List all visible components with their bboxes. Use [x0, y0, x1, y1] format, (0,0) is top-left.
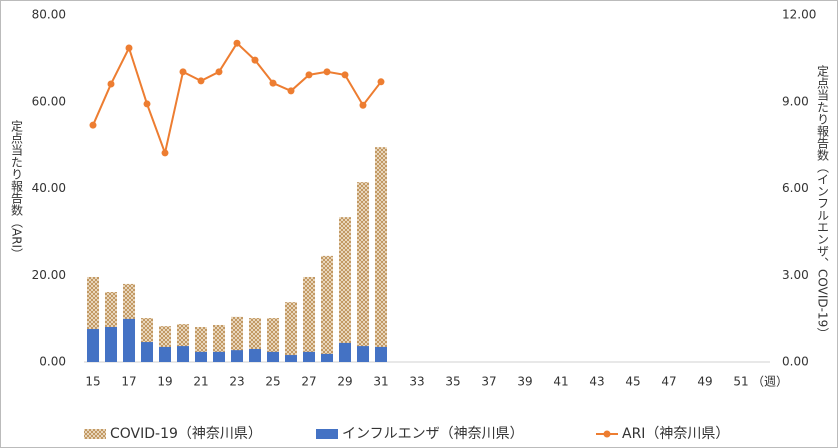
- y2-tick-label: 0.00: [782, 355, 809, 369]
- bar: [285, 355, 297, 362]
- legend-swatch: [84, 429, 106, 439]
- bar: [231, 350, 243, 362]
- bar: [321, 353, 333, 362]
- x-tick-label: 47: [661, 375, 676, 389]
- bar: [357, 346, 369, 362]
- point: [305, 71, 313, 79]
- y2-axis-label: 定点当たり報告数（インフルエンザ、COVID-19）: [816, 64, 830, 340]
- point: [89, 121, 97, 129]
- x-tick-label: 39: [517, 375, 532, 389]
- y-tick-label: 80.00: [32, 8, 66, 22]
- point: [233, 39, 241, 47]
- bar: [375, 346, 387, 362]
- bar: [303, 276, 315, 362]
- x-tick-label: 25: [265, 375, 280, 389]
- bar: [249, 348, 261, 362]
- y-tick-label: 60.00: [32, 94, 66, 108]
- point: [287, 87, 295, 95]
- point: [251, 56, 259, 64]
- point: [125, 44, 133, 52]
- legend-label: インフルエンザ（神奈川県）: [342, 426, 524, 442]
- legend-label: COVID-19（神奈川県）: [110, 426, 262, 442]
- y2-tick-label: 6.00: [782, 181, 809, 195]
- y-axis-label: 定点当たり報告数（ARI）: [10, 119, 24, 261]
- legend-swatch: [603, 430, 611, 438]
- bar: [321, 255, 333, 362]
- y2-tick-label: 9.00: [782, 94, 809, 108]
- bar: [339, 217, 351, 362]
- x-tick-label: 45: [625, 375, 640, 389]
- bar: [339, 342, 351, 362]
- point: [107, 80, 115, 88]
- bar: [213, 351, 225, 362]
- point: [323, 68, 331, 76]
- x-tick-label: 21: [193, 375, 208, 389]
- y-tick-label: 20.00: [32, 268, 66, 282]
- x-tick-label: 51: [733, 375, 748, 389]
- legend-label: ARI（神奈川県）: [622, 426, 729, 442]
- y-tick-label: 0.00: [39, 355, 66, 369]
- x-tick-label: 37: [481, 375, 496, 389]
- point: [179, 68, 187, 76]
- point: [359, 101, 367, 109]
- bar: [375, 147, 387, 362]
- x-tick-label: 43: [589, 375, 604, 389]
- y2-tick-label: 12.00: [782, 8, 816, 22]
- point: [341, 71, 349, 79]
- bar: [141, 342, 153, 362]
- point: [215, 68, 223, 76]
- bar: [285, 302, 297, 362]
- x-tick-label: 33: [409, 375, 424, 389]
- x-tick-label: 19: [157, 375, 172, 389]
- bar: [159, 346, 171, 362]
- bar: [357, 182, 369, 362]
- x-tick-label: 15: [85, 375, 100, 389]
- bar: [195, 351, 207, 362]
- x-tick-label: 31: [373, 375, 388, 389]
- x-axis-label: （週）: [752, 375, 788, 389]
- x-tick-label: 29: [337, 375, 352, 389]
- bar: [123, 318, 135, 362]
- x-tick-label: 27: [301, 375, 316, 389]
- point: [269, 79, 277, 87]
- point: [161, 149, 169, 157]
- x-tick-label: 49: [697, 375, 712, 389]
- point: [197, 77, 205, 85]
- legend-swatch: [316, 429, 338, 439]
- y2-tick-label: 3.00: [782, 268, 809, 282]
- point: [143, 100, 151, 108]
- bar: [105, 327, 117, 362]
- point: [377, 78, 385, 86]
- bar: [177, 346, 189, 362]
- y-tick-label: 40.00: [32, 181, 66, 195]
- x-tick-label: 23: [229, 375, 244, 389]
- x-tick-label: 35: [445, 375, 460, 389]
- x-tick-label: 17: [121, 375, 136, 389]
- bar: [267, 318, 279, 362]
- bar: [87, 329, 99, 362]
- bar: [267, 351, 279, 362]
- x-tick-label: 41: [553, 375, 568, 389]
- bar: [303, 351, 315, 362]
